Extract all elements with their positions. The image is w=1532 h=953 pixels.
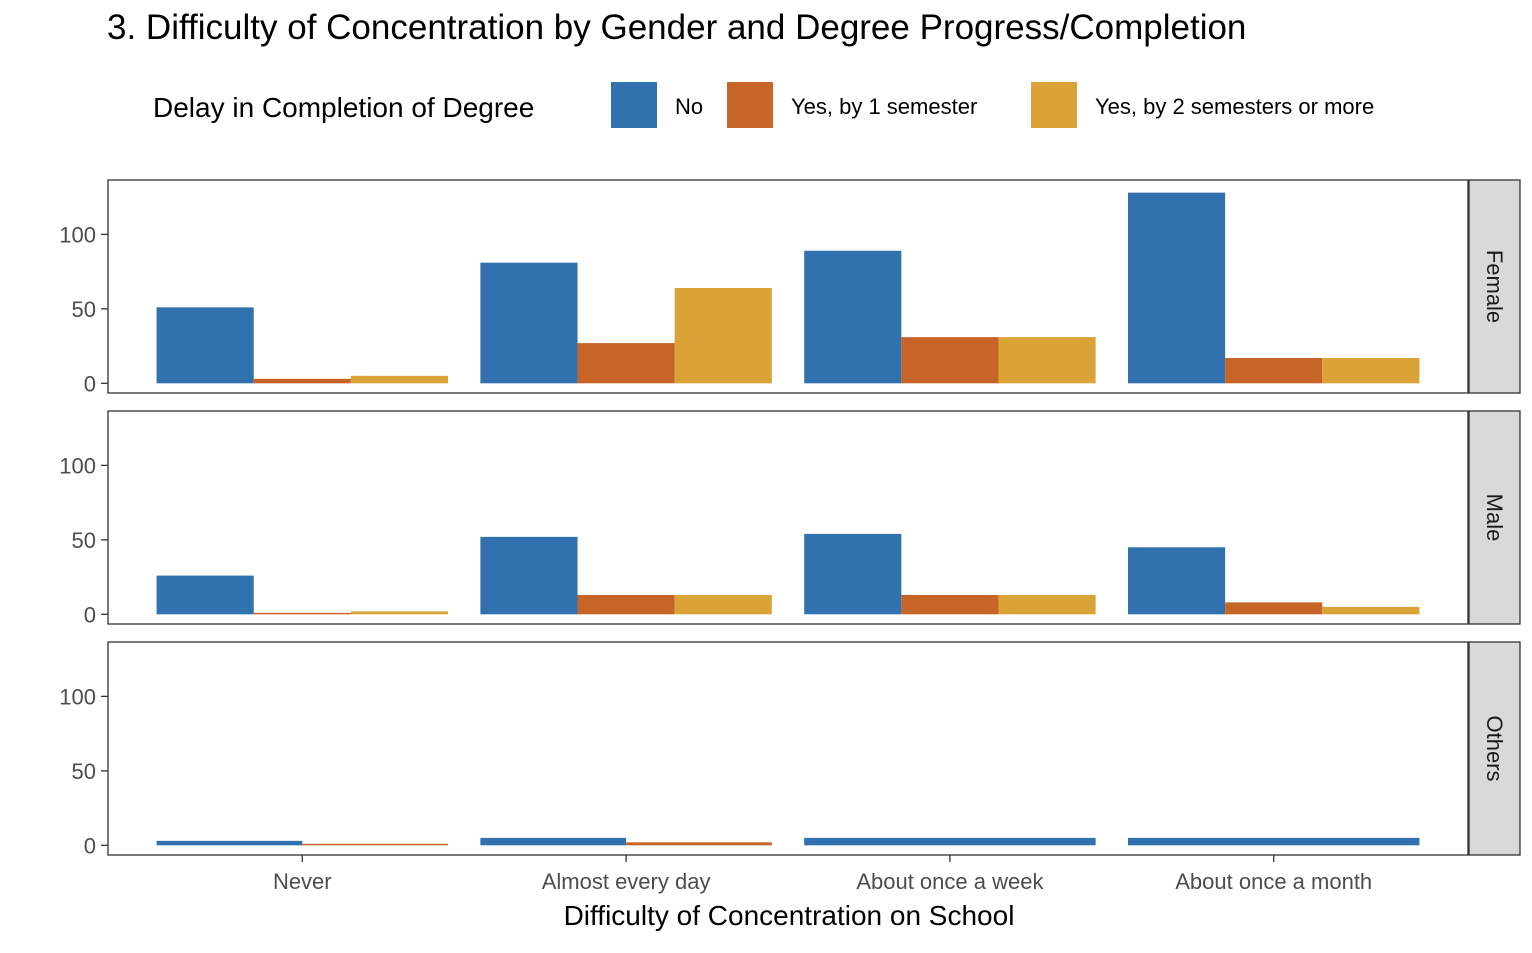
- bar-male-3-1: [804, 533, 902, 615]
- legend-label-3: Yes, by 2 semesters or more: [1095, 94, 1374, 119]
- facet-strip: [1468, 641, 1521, 856]
- y-tick-label: 100: [59, 453, 96, 478]
- y-tick-label: 100: [59, 222, 96, 247]
- bar-others-1-1: [156, 840, 303, 846]
- x-tick-label-4: About once a month: [1175, 869, 1372, 894]
- x-axis-title: Difficulty of Concentration on School: [564, 900, 1015, 931]
- facet-label-male: Male: [1482, 494, 1507, 542]
- panel-frame: [107, 410, 1469, 625]
- bar-female-4-1: [1128, 192, 1226, 384]
- bar-female-4-2: [1225, 357, 1323, 384]
- chart-title: 3. Difficulty of Concentration by Gender…: [107, 8, 1246, 47]
- bar-female-4-3: [1322, 357, 1420, 384]
- panel-frame: [107, 179, 1469, 394]
- bar-male-1-2: [253, 612, 351, 615]
- legend: No Yes, by 1 semester Yes, by 2 semesters …: [611, 82, 1374, 128]
- bar-male-3-3: [998, 594, 1096, 615]
- bar-female-3-3: [998, 337, 1096, 384]
- bar-male-1-1: [156, 575, 254, 615]
- bar-others-2-1: [480, 837, 627, 846]
- y-tick-label: 0: [84, 602, 96, 627]
- bar-male-3-2: [901, 594, 999, 615]
- legend-swatch-2: [727, 82, 773, 128]
- panel-others: 0 50 100 Others: [59, 641, 1521, 858]
- bar-others-2-2: [626, 842, 772, 846]
- facet-label-female: Female: [1482, 250, 1507, 323]
- bar-female-2-3: [674, 287, 772, 384]
- bar-female-1-1: [156, 307, 254, 384]
- facet-panels: 0 50 100 Female 0 50 100 Male 0 50 100 Others: [59, 179, 1521, 858]
- bar-female-1-2: [253, 378, 351, 384]
- x-tick-label-2: Almost every day: [542, 869, 711, 894]
- bar-male-2-3: [674, 594, 772, 615]
- bar-female-2-2: [577, 343, 675, 384]
- legend-swatch-3: [1031, 82, 1077, 128]
- bar-others-1-2: [302, 843, 448, 846]
- bar-male-4-1: [1128, 547, 1226, 615]
- legend-title: Delay in Completion of Degree: [153, 92, 534, 123]
- y-tick-label: 50: [72, 297, 96, 322]
- y-tick-label: 50: [72, 759, 96, 784]
- x-tick-label-3: About once a week: [856, 869, 1044, 894]
- x-axis: Never Almost every day About once a week Ab…: [273, 855, 1372, 894]
- bar-male-2-1: [480, 536, 578, 615]
- legend-label-2: Yes, by 1 semester: [791, 94, 977, 119]
- bar-others-3-1: [804, 837, 1096, 846]
- y-tick-label: 0: [84, 371, 96, 396]
- bar-female-2-1: [480, 262, 578, 384]
- facet-label-others: Others: [1482, 715, 1507, 781]
- legend-swatch-1: [611, 82, 657, 128]
- y-tick-label: 100: [59, 684, 96, 709]
- bar-female-3-1: [804, 250, 902, 384]
- bar-others-4-1: [1128, 837, 1420, 846]
- bar-female-1-3: [350, 375, 448, 384]
- y-tick-label: 0: [84, 833, 96, 858]
- bar-male-2-2: [577, 594, 675, 615]
- bar-male-4-2: [1225, 602, 1323, 615]
- panel-female: 0 50 100 Female: [59, 179, 1521, 396]
- legend-label-1: No: [675, 94, 703, 119]
- panel-male: 0 50 100 Male: [59, 410, 1521, 627]
- bar-male-1-3: [350, 611, 448, 615]
- bar-female-3-2: [901, 337, 999, 384]
- x-tick-label-1: Never: [273, 869, 332, 894]
- facet-strip: [1468, 410, 1521, 625]
- panel-frame: [107, 641, 1469, 856]
- bar-male-4-3: [1322, 606, 1420, 615]
- y-tick-label: 50: [72, 528, 96, 553]
- facet-strip: [1468, 179, 1521, 394]
